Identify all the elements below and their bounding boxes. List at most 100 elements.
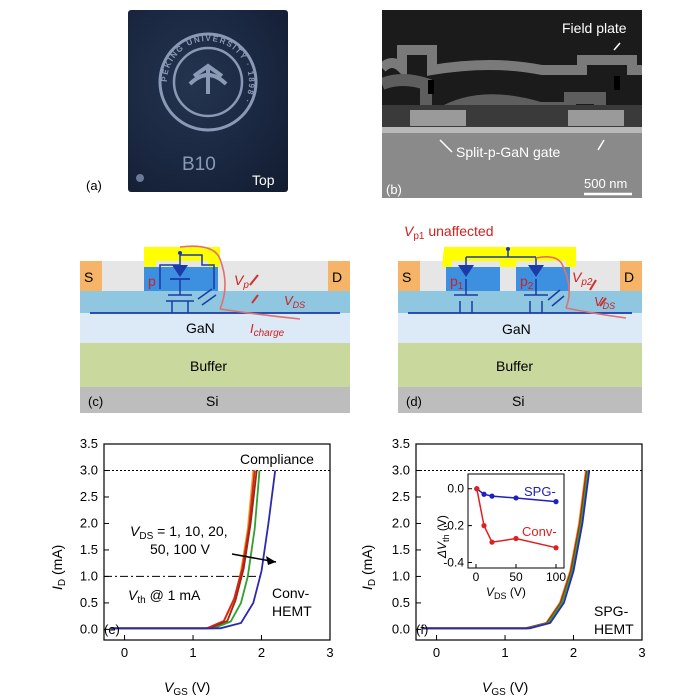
conv-icharge-sub: charge bbox=[254, 328, 285, 339]
svg-text:Vp: Vp bbox=[234, 272, 249, 291]
inset-point bbox=[481, 491, 487, 497]
e-ylabel-unit: (mA) bbox=[49, 545, 65, 579]
inset-x-tick-label: 100 bbox=[546, 570, 566, 584]
unaffected-rest: unaffected bbox=[424, 223, 493, 239]
inset-ylabel-main: ΔV bbox=[435, 541, 449, 559]
conv-icharge-main: I bbox=[250, 321, 254, 336]
spg-buffer-label: Buffer bbox=[496, 358, 533, 374]
conv-p-label: p bbox=[148, 273, 156, 289]
inset-xlabel-sub: DS bbox=[494, 591, 507, 601]
e-ylabel-sub: D bbox=[57, 579, 68, 586]
svg-text:Icharge: Icharge bbox=[250, 321, 285, 339]
conv-si-label: Si bbox=[206, 393, 218, 409]
inset-point bbox=[513, 495, 519, 501]
p1-sub: 1 bbox=[458, 281, 464, 292]
inset-ylabel-unit: (V) bbox=[435, 515, 449, 534]
sem-image: Field plate Split-p-GaN gate 500 nm bbox=[382, 10, 642, 198]
top-side-label: Top bbox=[252, 172, 275, 188]
vds-note-sub: DS bbox=[139, 531, 153, 542]
y-tick-label: 0.0 bbox=[392, 621, 410, 636]
inset-point bbox=[513, 535, 519, 542]
svg-text:VGS (V): VGS (V) bbox=[482, 679, 528, 698]
inset-point bbox=[474, 486, 480, 492]
y-tick-label: 3.5 bbox=[392, 436, 410, 451]
f-ylabel-sub: D bbox=[367, 579, 378, 586]
svg-text:ΔVth (V): ΔVth (V) bbox=[435, 515, 451, 559]
conv-buffer-label: Buffer bbox=[190, 358, 227, 374]
unaffected-v: V bbox=[404, 223, 415, 239]
spg-vds-sub: DS bbox=[603, 301, 616, 311]
inset-box bbox=[467, 473, 565, 569]
f-ylabel-unit: (mA) bbox=[359, 545, 375, 579]
svg-text:p2: p2 bbox=[520, 273, 534, 292]
svg-text:VDS: VDS bbox=[284, 293, 305, 310]
conv-device-line1: Conv- bbox=[272, 585, 310, 601]
inset-spg-label: SPG- bbox=[524, 484, 556, 499]
conv-source-label: S bbox=[84, 269, 93, 285]
y-tick-label: 0.0 bbox=[80, 621, 98, 636]
spg-vp2-sub: p2 bbox=[580, 277, 593, 288]
x-tick-label: 2 bbox=[258, 645, 265, 660]
inset-conv-label: Conv- bbox=[522, 524, 557, 539]
svg-text:VDS: VDS bbox=[594, 294, 615, 311]
y-tick-label: 1.5 bbox=[392, 542, 410, 557]
y-tick-label: 1.0 bbox=[392, 568, 410, 583]
spg-drain-label: D bbox=[624, 269, 634, 285]
plot-frame bbox=[415, 443, 643, 641]
f-ylabel-main: I bbox=[359, 586, 375, 590]
spg-device-line1: SPG- bbox=[594, 603, 629, 619]
conv-device-line2: HEMT bbox=[272, 603, 312, 619]
vth-rest: @ 1 mA bbox=[146, 587, 201, 603]
chip-photo: PEKING UNIVERSITY · 1898 · B10 Top bbox=[128, 10, 288, 192]
x-tick-label: 3 bbox=[326, 645, 333, 660]
conv-schematic: S D p Vp VDS GaN Icharge Buffer Si (c) bbox=[80, 245, 350, 413]
spg-vp2-main: V bbox=[572, 269, 583, 285]
vds-note-line2: 50, 100 V bbox=[150, 541, 211, 557]
conv-vds-sub: DS bbox=[293, 300, 306, 310]
inset-point bbox=[481, 523, 487, 529]
svg-text:VDS = 1, 10, 20,: VDS = 1, 10, 20, bbox=[130, 523, 228, 542]
x-tick-label: 1 bbox=[501, 645, 508, 660]
panel-b-label: (b) bbox=[386, 182, 402, 197]
sem-structure bbox=[382, 10, 642, 198]
svg-text:p1: p1 bbox=[450, 273, 464, 292]
x-tick-label: 3 bbox=[638, 645, 645, 660]
svg-text:Vp2: Vp2 bbox=[572, 269, 593, 288]
inset-point bbox=[489, 493, 495, 499]
conv-vp-main: V bbox=[234, 272, 245, 288]
inset-ylabel-sub: th bbox=[441, 534, 451, 542]
split-gate-label: Split-p-GaN gate bbox=[456, 144, 561, 160]
panel-e-label: (e) bbox=[104, 622, 120, 637]
inset-y-tick-label: 0.0 bbox=[447, 482, 464, 496]
spg-device-line2: HEMT bbox=[594, 621, 634, 637]
svg-text:ID (mA): ID (mA) bbox=[49, 545, 68, 590]
svg-text:VDS (V): VDS (V) bbox=[486, 585, 526, 601]
p2-sub: 2 bbox=[528, 281, 534, 292]
spg-schematic: Vp1 unaffected S D p1 p2 Vp2 VDS GaN Buf… bbox=[398, 223, 642, 413]
y-tick-label: 2.5 bbox=[392, 489, 410, 504]
compliance-label: Compliance bbox=[240, 451, 314, 467]
y-tick-label: 2.0 bbox=[80, 515, 98, 530]
vds-note-v: V bbox=[130, 523, 141, 539]
e-xlabel-unit: (V) bbox=[188, 679, 211, 695]
chip-seal: PEKING UNIVERSITY · 1898 · bbox=[136, 32, 258, 182]
unaffected-sub: p1 bbox=[413, 231, 425, 242]
y-tick-label: 1.0 bbox=[80, 568, 98, 583]
iv-curve-5 bbox=[422, 470, 591, 630]
f-xlabel-unit: (V) bbox=[506, 679, 529, 695]
e-xlabel-sub: GS bbox=[173, 687, 188, 698]
inset-y-tick-label: -0.4 bbox=[443, 555, 464, 569]
inset-xlabel-unit: (V) bbox=[507, 585, 526, 599]
vds-note-rest: = 1, 10, 20, bbox=[153, 523, 227, 539]
vth-sub: th bbox=[137, 595, 145, 606]
field-plate-label: Field plate bbox=[562, 20, 627, 36]
conv-gan-label: GaN bbox=[186, 320, 215, 336]
svg-text:Vp1 unaffected: Vp1 unaffected bbox=[404, 223, 494, 242]
svg-text:Vth @ 1 mA: Vth @ 1 mA bbox=[128, 587, 201, 606]
p1-main: p bbox=[450, 273, 458, 289]
chip-mark: B10 bbox=[182, 154, 216, 175]
panel-f-label: (f) bbox=[416, 622, 428, 637]
spg-vds-main: V bbox=[594, 294, 604, 309]
svg-text:VGS (V): VGS (V) bbox=[164, 679, 210, 698]
panel-a-label: (a) bbox=[86, 178, 102, 193]
